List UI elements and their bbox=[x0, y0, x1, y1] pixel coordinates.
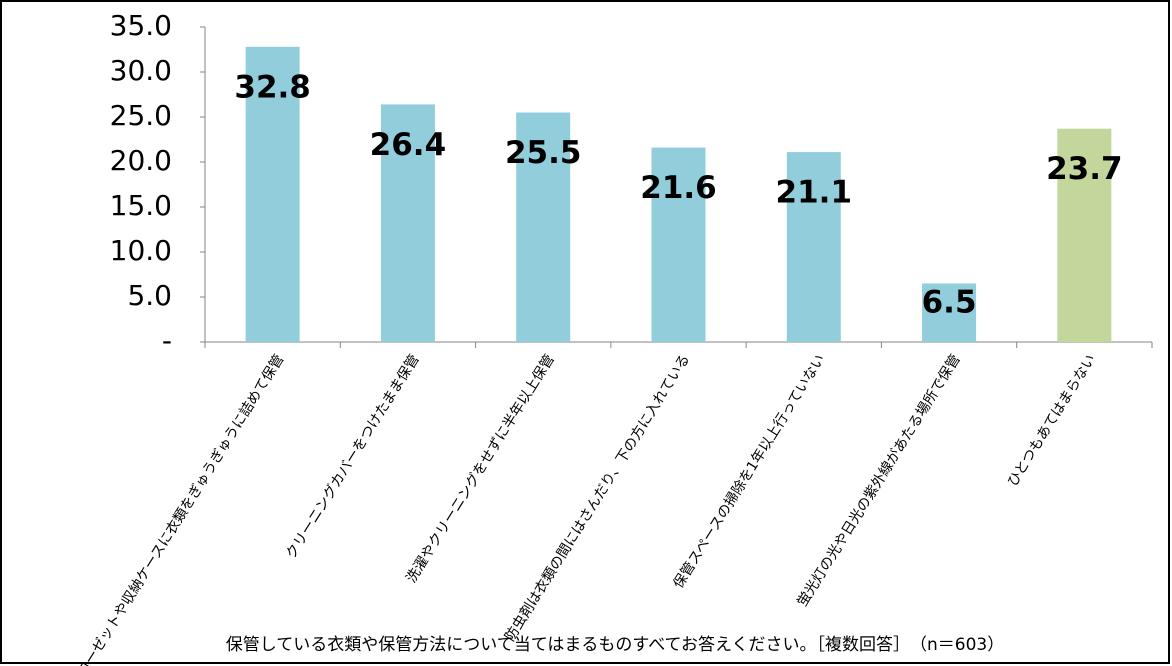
y-tick-label: 15.0 bbox=[110, 189, 172, 222]
y-tick-label: - bbox=[162, 324, 172, 357]
value-label: 6.5 bbox=[922, 285, 977, 321]
bar bbox=[516, 112, 571, 342]
bar bbox=[1057, 128, 1112, 342]
chart-note: 保管している衣類や保管方法について当てはまるものすべてお答えください。［複数回答… bbox=[226, 635, 1004, 655]
value-label: 32.8 bbox=[234, 69, 311, 105]
value-label: 21.6 bbox=[640, 170, 717, 206]
value-label: 21.1 bbox=[776, 175, 853, 211]
y-tick-label: 25.0 bbox=[110, 99, 172, 132]
bar bbox=[786, 152, 841, 342]
value-label: 23.7 bbox=[1046, 151, 1123, 187]
y-tick-label: 20.0 bbox=[110, 144, 172, 177]
bar bbox=[245, 46, 300, 343]
y-tick-label: 10.0 bbox=[110, 234, 172, 267]
value-label: 25.5 bbox=[505, 135, 582, 171]
bar bbox=[380, 104, 435, 343]
bar bbox=[922, 283, 977, 342]
y-tick-label: 5.0 bbox=[127, 279, 172, 312]
value-label: 26.4 bbox=[370, 127, 447, 163]
y-tick-label: 35.0 bbox=[110, 9, 172, 42]
bar bbox=[651, 147, 706, 342]
y-tick-label: 30.0 bbox=[110, 54, 172, 87]
